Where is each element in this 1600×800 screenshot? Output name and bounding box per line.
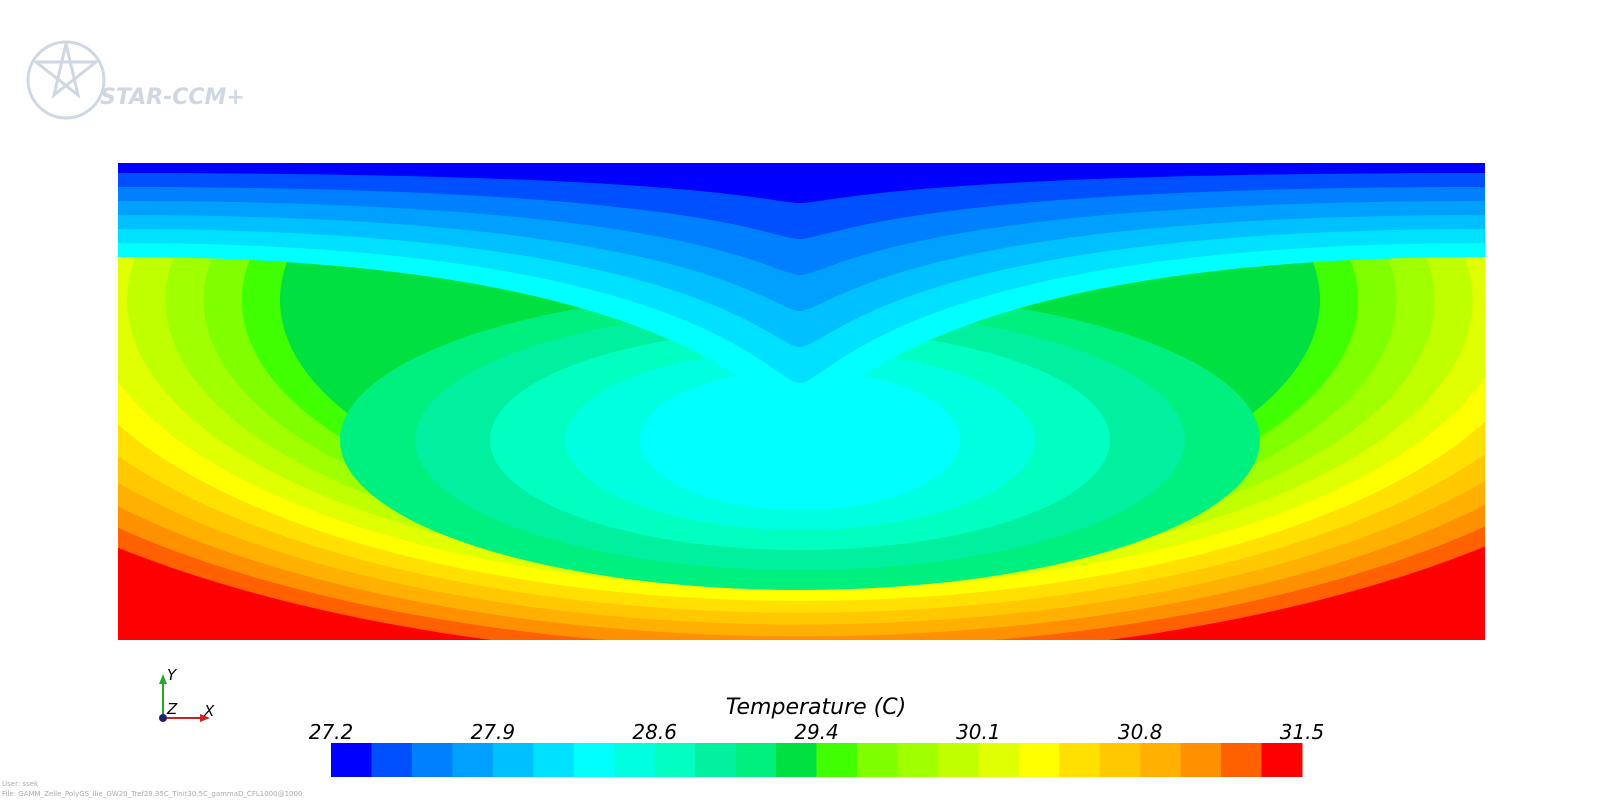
- colorbar-segment: [1018, 743, 1060, 777]
- colorbar-segment: [492, 743, 534, 777]
- colorbar-segment: [452, 743, 494, 777]
- y-arrowhead: [159, 674, 167, 684]
- colorbar-segment: [1261, 743, 1303, 777]
- colorbar-segment: [735, 743, 777, 777]
- colorbar-segment: [1059, 743, 1101, 777]
- footer-file: File: GAMM_Zelle_PolyGS_Ilie_GW20_Tref29…: [2, 790, 302, 798]
- colorbar-segment: [331, 743, 372, 777]
- logo-star: [31, 43, 101, 99]
- axes-triad: Y Z X: [159, 666, 215, 722]
- colorbar-tick-label: 27.9: [471, 720, 516, 744]
- colorbar-tick-label: 30.8: [1118, 720, 1163, 744]
- colorbar-segment: [654, 743, 696, 777]
- colorbar-segment: [978, 743, 1020, 777]
- x-axis-label: X: [203, 702, 215, 720]
- logo-ring: [26, 40, 106, 120]
- colorbar-tick-label: 31.5: [1280, 720, 1325, 744]
- logo: STAR-CCM+: [26, 40, 245, 120]
- colorbar-segment: [1180, 743, 1222, 777]
- colorbar-tick-label: 28.6: [632, 720, 677, 744]
- colorbar: 27.2 27.9 28.6 29.4 30.1 30.8 31.5: [309, 720, 1325, 777]
- footer-user: User: ssek: [2, 780, 39, 788]
- colorbar-segment: [614, 743, 656, 777]
- colorbar-segment: [411, 743, 453, 777]
- colorbar-segment: [897, 743, 939, 777]
- colorbar-tick-label: 30.1: [956, 720, 1001, 744]
- colorbar-segment: [776, 743, 817, 777]
- colorbar-segment: [573, 743, 615, 777]
- x-arrowhead: [200, 714, 210, 722]
- colorbar-segment: [695, 743, 737, 777]
- logo-text: STAR-CCM+: [100, 85, 245, 110]
- colorbar-title: Temperature (C): [726, 695, 906, 720]
- z-axis-label: Z: [166, 700, 178, 718]
- colorbar-tick-label: 27.2: [309, 720, 354, 744]
- colorbar-segment: [1140, 743, 1182, 777]
- colorbar-segment: [816, 743, 858, 777]
- field-band: [118, 163, 1485, 203]
- temperature-field: [118, 163, 1485, 640]
- field-band: [640, 370, 960, 510]
- y-axis-label: Y: [167, 666, 178, 684]
- colorbar-segment: [1099, 743, 1141, 777]
- colorbar-segment: [937, 743, 979, 777]
- colorbar-tick-label: 29.4: [794, 720, 839, 744]
- colorbar-segment: [856, 743, 898, 777]
- colorbar-segment: [533, 743, 575, 777]
- colorbar-segment: [1221, 743, 1263, 777]
- colorbar-segment: [371, 743, 413, 777]
- z-axis-dot: [159, 714, 167, 722]
